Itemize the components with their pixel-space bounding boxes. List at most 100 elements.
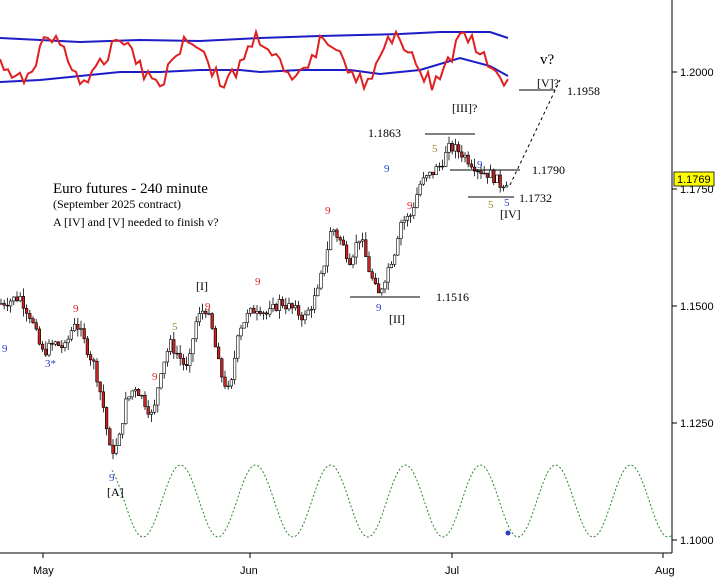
price-levels: 1.1958 1.1863 1.1790 1.1732 1.1516 — [350, 79, 600, 304]
count-label: 5 — [172, 321, 178, 333]
candle-body — [293, 305, 298, 309]
candle-body — [412, 207, 416, 216]
candle-body — [53, 341, 57, 345]
count-label: 9 — [255, 276, 261, 288]
candle-body — [290, 303, 294, 309]
wave-label-III: [III]? — [452, 101, 477, 115]
candle-body — [50, 342, 54, 345]
candle-body — [204, 310, 208, 315]
candle-body — [213, 328, 218, 348]
wave-label-V: [V]? — [537, 76, 559, 90]
candle-body — [201, 310, 205, 314]
candle-body — [165, 351, 170, 363]
candle-body — [399, 222, 403, 239]
wave-label-II: [II] — [389, 312, 405, 326]
candle-body — [492, 169, 496, 184]
candle-body — [415, 194, 419, 208]
candle-body — [2, 303, 6, 306]
candle-body — [156, 387, 160, 406]
candle-body — [194, 321, 198, 340]
candle-body — [440, 165, 445, 168]
candle-body — [485, 172, 490, 178]
candle-body — [284, 305, 288, 310]
candle-body — [127, 396, 131, 400]
candle-body — [488, 169, 493, 178]
count-label: 9 — [152, 371, 158, 383]
candle-body — [85, 338, 89, 355]
candle-body — [428, 171, 432, 176]
last-price-label: 1.1769 — [677, 174, 711, 186]
candle-body — [405, 215, 410, 221]
candle-body — [444, 152, 448, 167]
candle-body — [280, 299, 285, 306]
candle-body — [495, 174, 499, 184]
level-label-1.1516: 1.1516 — [436, 290, 469, 304]
candle-body — [261, 312, 266, 314]
candle-body — [367, 256, 371, 273]
candle-body — [328, 231, 333, 251]
wave-label-IV: [IV] — [500, 207, 521, 221]
candle-body — [408, 215, 413, 217]
count-label: 5 — [504, 197, 510, 209]
candle-body — [447, 143, 451, 153]
candle-body — [348, 258, 352, 265]
candle-body — [60, 345, 64, 348]
candle-body — [89, 354, 93, 361]
candle-body — [188, 353, 192, 367]
chart-subtitle: (September 2025 contract) — [53, 197, 181, 211]
candle-body — [197, 313, 202, 323]
candle-body — [79, 328, 83, 330]
wave-label-v: v? — [540, 52, 555, 68]
candles — [0, 136, 509, 460]
candle-body — [306, 309, 310, 316]
candle-body — [175, 352, 179, 355]
candle-body — [149, 411, 154, 415]
x-tick-label: Jul — [445, 565, 459, 577]
candle-body — [300, 314, 304, 321]
candle-body — [0, 303, 3, 305]
oscillator-panel — [0, 28, 509, 92]
candle-body — [117, 433, 121, 446]
candle-body — [373, 277, 378, 285]
level-label-1.1732: 1.1732 — [519, 191, 552, 205]
cycle-marker — [505, 530, 511, 536]
candle-body — [309, 308, 314, 311]
candle-body — [239, 327, 243, 337]
candle-body — [140, 394, 144, 397]
count-label: 9 — [2, 343, 8, 355]
candle-body — [341, 239, 346, 246]
y-tick-label: 1.1500 — [680, 301, 714, 313]
candle-body — [44, 348, 48, 356]
candle-body — [482, 172, 486, 175]
level-label-1.1958: 1.1958 — [567, 84, 600, 98]
count-label: 9 — [109, 472, 115, 484]
candle-body — [9, 300, 13, 307]
candle-body — [153, 404, 157, 413]
candle-body — [223, 376, 227, 387]
candle-body — [56, 341, 61, 347]
candle-body — [296, 305, 301, 316]
candle-body — [476, 170, 480, 173]
candle-body — [303, 314, 307, 321]
candle-body — [146, 406, 150, 415]
candle-body — [268, 308, 272, 315]
candle-body — [185, 364, 189, 367]
chart-title: Euro futures - 240 minute — [53, 181, 208, 197]
candle-body — [325, 249, 330, 267]
candle-body — [421, 177, 426, 185]
candle-body — [69, 330, 73, 340]
candle-body — [40, 343, 45, 350]
candle-body — [431, 171, 435, 175]
candle-body — [73, 323, 77, 332]
candle-body — [105, 407, 109, 430]
candle-body — [376, 283, 381, 294]
x-axis: May Jun Jul Aug — [33, 553, 675, 577]
candle-body — [460, 151, 464, 158]
candle-body — [264, 312, 269, 315]
candle-body — [501, 186, 506, 189]
candle-body — [354, 242, 358, 258]
candle-body — [316, 287, 320, 297]
candle-body — [386, 267, 390, 283]
candle-body — [124, 398, 128, 424]
